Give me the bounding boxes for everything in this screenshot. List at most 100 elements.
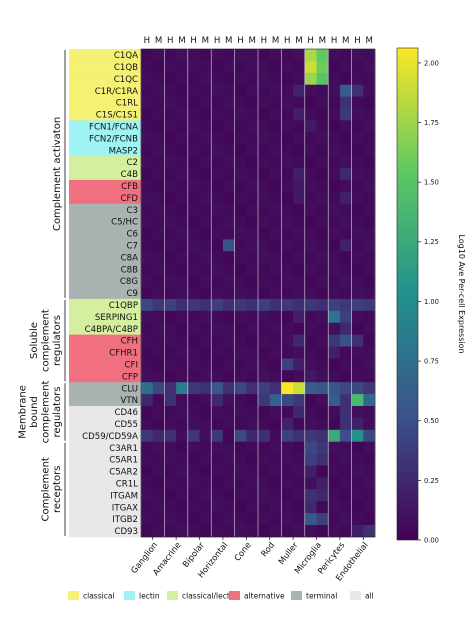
species-label: H	[331, 36, 337, 46]
heatmap-cell	[304, 322, 317, 335]
heatmap-cell	[339, 275, 352, 288]
heatmap-cell	[351, 120, 364, 133]
heatmap-cell	[152, 84, 165, 97]
category-strip	[69, 453, 141, 466]
heatmap-cell	[293, 406, 306, 419]
heatmap-cell	[363, 465, 376, 478]
legend-label: alternative	[244, 592, 285, 601]
legend-label: classical	[83, 592, 115, 601]
heatmap-cell	[246, 358, 259, 371]
heatmap-cell	[363, 429, 376, 443]
heatmap-cell	[339, 168, 352, 181]
heatmap-cell	[328, 191, 341, 205]
heatmap-cell	[164, 441, 177, 454]
gene-label: C7	[127, 241, 138, 251]
heatmap-cell	[187, 275, 200, 288]
heatmap-cell	[339, 215, 352, 228]
heatmap-cell	[351, 287, 364, 300]
heatmap-cell	[246, 513, 259, 526]
heatmap-cell	[269, 489, 282, 502]
heatmap-cell	[164, 263, 177, 276]
heatmap-cell	[293, 287, 306, 300]
heatmap-cell	[304, 346, 317, 359]
gene-label: C3AR1	[109, 444, 138, 454]
heatmap-cell	[176, 168, 189, 181]
heatmap-cell	[176, 501, 189, 514]
heatmap-cell	[269, 501, 282, 514]
heatmap-cell	[316, 310, 329, 324]
heatmap-cell	[304, 429, 317, 443]
heatmap-cell	[164, 429, 177, 443]
heatmap-cell	[246, 429, 259, 443]
heatmap-cell	[269, 275, 282, 288]
heatmap-cell	[328, 322, 341, 335]
heatmap-cell	[234, 179, 247, 193]
heatmap-cell	[152, 346, 165, 359]
heatmap-cell	[258, 382, 271, 395]
heatmap-cell	[187, 156, 200, 169]
heatmap-cell	[304, 489, 317, 502]
heatmap-cell	[211, 144, 224, 157]
heatmap-cell	[211, 132, 224, 145]
heatmap-cell	[339, 406, 352, 419]
gene-label: C8A	[121, 253, 138, 263]
heatmap-cell	[269, 513, 282, 526]
colorbar-tick-label: 1.50	[424, 179, 439, 187]
species-label: M	[248, 36, 255, 46]
heatmap-cell	[234, 310, 247, 324]
heatmap-cell	[269, 358, 282, 371]
heatmap-cell	[152, 179, 165, 193]
heatmap-cell	[339, 358, 352, 371]
heatmap-cell	[351, 251, 364, 264]
heatmap-cell	[246, 96, 259, 109]
heatmap-cell	[199, 49, 212, 62]
heatmap-cell	[222, 406, 235, 419]
heatmap-cell	[328, 441, 341, 454]
heatmap-cell	[176, 429, 189, 443]
heatmap-cell	[199, 227, 212, 240]
heatmap-cell	[258, 406, 271, 419]
heatmap-cell	[141, 501, 154, 514]
heatmap-cell	[328, 60, 341, 74]
heatmap-cell	[258, 239, 271, 252]
heatmap-cell	[363, 263, 376, 276]
heatmap-cell	[222, 429, 235, 443]
heatmap-cell	[293, 453, 306, 466]
heatmap-cell	[351, 406, 364, 419]
group-label: receptors	[52, 466, 63, 513]
category-legend: classical lectin classical/lectin alternati…	[68, 591, 374, 601]
category-strip	[69, 168, 141, 181]
heatmap-cell	[211, 465, 224, 478]
heatmap-cell	[258, 465, 271, 478]
heatmap-cell	[316, 275, 329, 288]
heatmap-cell	[164, 358, 177, 371]
species-label: H	[144, 36, 150, 46]
heatmap-cell	[246, 108, 259, 121]
heatmap-cell	[141, 275, 154, 288]
heatmap-cell	[316, 322, 329, 335]
heatmap-cell	[222, 144, 235, 157]
heatmap-cell	[269, 310, 282, 324]
heatmap-cell	[258, 84, 271, 97]
gene-label: FCN1/FCNA	[89, 122, 138, 132]
heatmap-cell	[281, 334, 294, 347]
heatmap-cell	[234, 144, 247, 157]
gene-label: CFH	[121, 337, 138, 347]
heatmap-cell	[363, 406, 376, 419]
category-strip	[69, 156, 141, 169]
heatmap-cell	[351, 96, 364, 109]
heatmap-cell	[164, 203, 177, 216]
heatmap-cell	[199, 346, 212, 359]
heatmap-cell	[187, 310, 200, 324]
heatmap-cell	[363, 227, 376, 240]
group-label: Complement	[41, 457, 52, 521]
category-strip	[69, 132, 141, 145]
heatmap-cell	[281, 298, 294, 312]
heatmap-cell	[164, 453, 177, 466]
heatmap-cell	[222, 322, 235, 335]
heatmap-cell	[351, 239, 364, 252]
heatmap-cell	[164, 227, 177, 240]
heatmap-cell	[199, 441, 212, 454]
gene-label: CD55	[114, 420, 138, 430]
